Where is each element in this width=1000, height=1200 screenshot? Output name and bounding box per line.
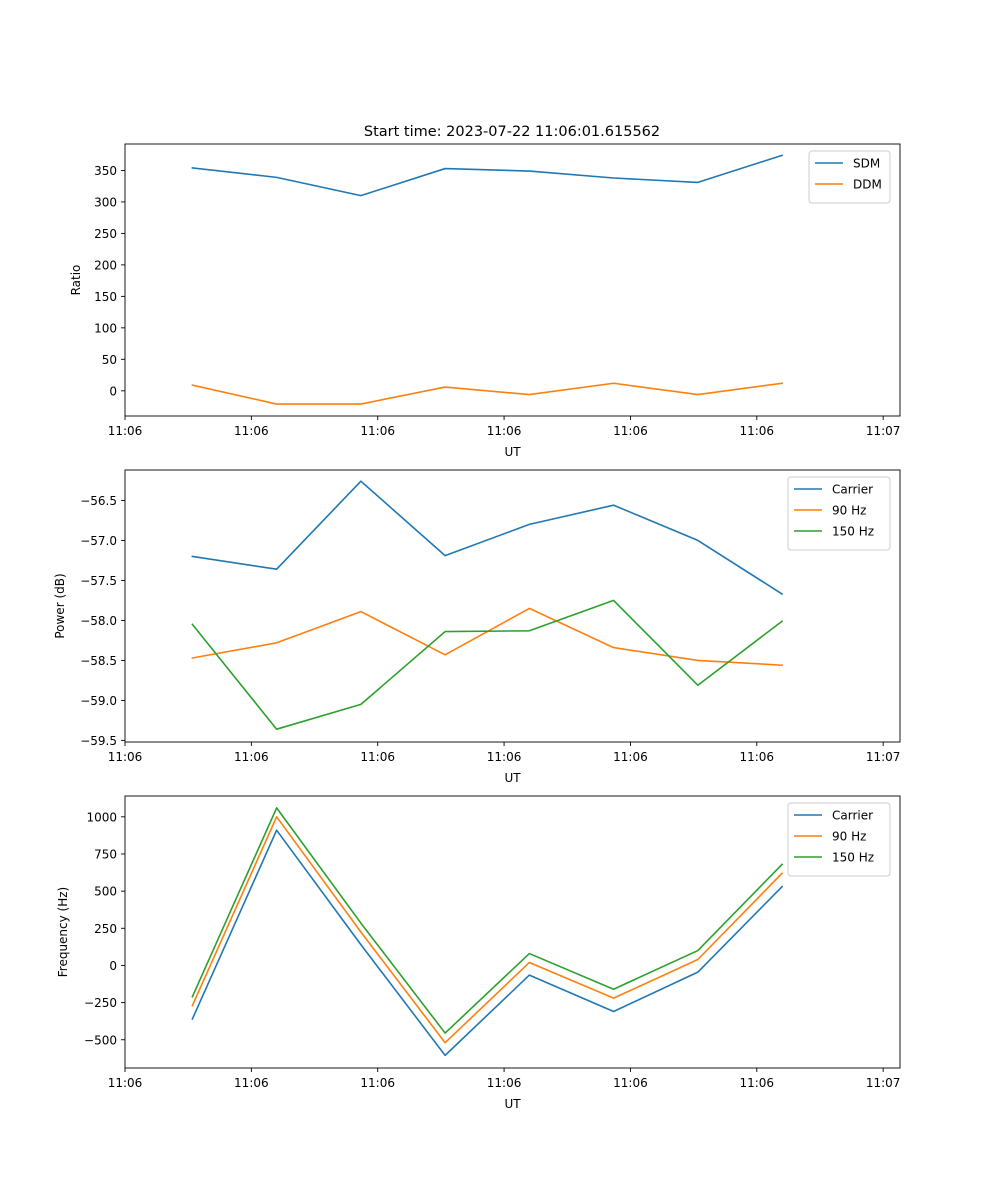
ratio-y-tick-label: 200 xyxy=(94,258,117,272)
ratio-x-tick-label: 11:07 xyxy=(866,424,901,438)
ratio-axes-frame xyxy=(124,143,901,417)
power-y-tick-label: −59.0 xyxy=(80,694,117,708)
frequency-y-tick-label: 750 xyxy=(94,847,117,861)
ratio-series-sdm xyxy=(191,154,784,197)
frequency-y-tick-label: 0 xyxy=(109,959,117,973)
frequency-y-tick-label: −500 xyxy=(84,1033,117,1047)
frequency-y-tick-label: 250 xyxy=(94,922,117,936)
frequency-legend-label-90-hz: 90 Hz xyxy=(832,830,866,844)
ratio-panel: 11:06 11:06 11:06 11:06 11:06 11:06 11:07 UT 0 50… xyxy=(69,143,901,459)
ratio-y-tick-label: 250 xyxy=(94,227,117,241)
frequency-y-tick-label: −250 xyxy=(84,996,117,1010)
power-x-tick-label: 11:06 xyxy=(613,750,648,764)
frequency-line-carrier xyxy=(191,829,784,1057)
ratio-x-tick-label: 11:06 xyxy=(234,424,269,438)
frequency-series-90-hz xyxy=(191,816,784,1044)
power-series-150-hz xyxy=(191,599,784,731)
power-x-tick-label: 11:07 xyxy=(866,750,901,764)
power-legend-label-carrier: Carrier xyxy=(832,483,873,497)
frequency-x-tick-label: 11:06 xyxy=(487,1076,522,1090)
ratio-line-sdm xyxy=(191,154,784,197)
frequency-x-tick-label: 11:06 xyxy=(108,1076,143,1090)
frequency-x-tick-label: 11:06 xyxy=(234,1076,269,1090)
power-y-tick-label: −56.5 xyxy=(80,494,117,508)
power-y-axis-label: Power (dB) xyxy=(53,573,67,638)
ratio-x-tick-label: 11:06 xyxy=(739,424,774,438)
ratio-y-axis-label: Ratio xyxy=(69,265,83,296)
frequency-y-axis-label: Frequency (Hz) xyxy=(56,887,70,978)
frequency-line-150-hz xyxy=(191,807,784,1034)
frequency-x-tick-label: 11:06 xyxy=(360,1076,395,1090)
frequency-x-tick-label: 11:07 xyxy=(866,1076,901,1090)
ratio-y-tick-label: 100 xyxy=(94,321,117,335)
frequency-x-tick-label: 11:06 xyxy=(739,1076,774,1090)
frequency-series-carrier xyxy=(191,829,784,1057)
ratio-y-tick-label: 0 xyxy=(109,384,117,398)
power-series-carrier xyxy=(191,480,784,596)
ratio-y-tick-label: 350 xyxy=(94,164,117,178)
ratio-line-ddm xyxy=(191,382,783,405)
power-y-tick-label: −58.0 xyxy=(80,614,117,628)
power-line-150-hz xyxy=(191,599,784,731)
power-x-tick-label: 11:06 xyxy=(108,750,143,764)
power-y-tick-label: −58.5 xyxy=(80,654,117,668)
power-legend-label-150-hz: 150 Hz xyxy=(832,525,874,539)
power-legend: Carrier 90 Hz 150 Hz xyxy=(787,476,891,551)
frequency-legend-label-carrier: Carrier xyxy=(832,809,873,823)
ratio-x-tick-label: 11:06 xyxy=(108,424,143,438)
power-y-tick-label: −57.0 xyxy=(80,534,117,548)
ratio-x-tick-label: 11:06 xyxy=(360,424,395,438)
ratio-legend: SDM DDM xyxy=(808,150,891,204)
power-x-axis-label: UT xyxy=(504,771,521,785)
power-x-tick-label: 11:06 xyxy=(487,750,522,764)
power-x-tick-label: 11:06 xyxy=(234,750,269,764)
frequency-line-90-hz xyxy=(191,816,784,1044)
power-x-tick-label: 11:06 xyxy=(360,750,395,764)
frequency-y-tick-label: 500 xyxy=(94,885,117,899)
power-x-tick-label: 11:06 xyxy=(739,750,774,764)
ratio-x-axis-label: UT xyxy=(504,445,521,459)
chart-title: Start time: 2023-07-22 11:06:01.615562 xyxy=(364,124,660,140)
frequency-x-tick-label: 11:06 xyxy=(613,1076,648,1090)
ratio-x-tick-label: 11:06 xyxy=(487,424,522,438)
ratio-legend-label-ddm: DDM xyxy=(853,178,882,192)
frequency-x-axis-label: UT xyxy=(504,1097,521,1111)
power-y-tick-label: −57.5 xyxy=(80,574,117,588)
ratio-legend-label-sdm: SDM xyxy=(853,157,880,171)
power-panel: 11:06 11:06 11:06 11:06 11:06 11:06 11:07 UT −59… xyxy=(53,469,901,785)
ratio-series-ddm xyxy=(191,382,783,405)
frequency-y-tick-label: 1000 xyxy=(86,810,117,824)
power-line-carrier xyxy=(191,480,784,596)
ratio-y-tick-label: 50 xyxy=(102,353,117,367)
frequency-axes-frame xyxy=(124,795,901,1069)
power-axes-frame xyxy=(124,469,901,743)
frequency-legend-label-150-hz: 150 Hz xyxy=(832,851,874,865)
power-legend-label-90-hz: 90 Hz xyxy=(832,504,866,518)
ratio-y-tick-label: 150 xyxy=(94,290,117,304)
frequency-panel: 11:06 11:06 11:06 11:06 11:06 11:06 11:07 UT −50… xyxy=(56,795,901,1111)
ratio-x-tick-label: 11:06 xyxy=(613,424,648,438)
power-y-tick-label: −59.5 xyxy=(80,734,117,748)
frequency-series-150-hz xyxy=(191,807,784,1034)
frequency-legend: Carrier 90 Hz 150 Hz xyxy=(787,802,891,877)
ratio-legend-box xyxy=(808,150,891,204)
ratio-y-tick-label: 300 xyxy=(94,195,117,209)
